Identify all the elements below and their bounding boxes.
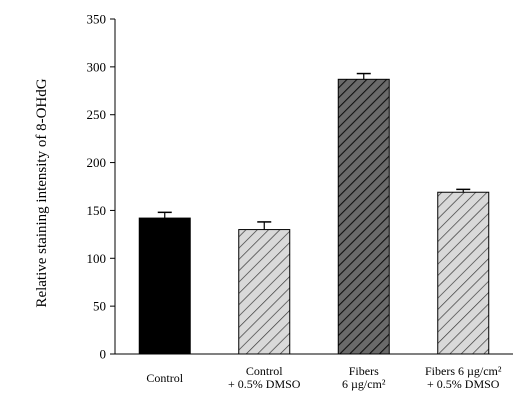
- bar: [238, 229, 291, 355]
- bars: [138, 78, 490, 355]
- y-tick-label: 50: [93, 299, 106, 314]
- bar: [337, 78, 390, 355]
- y-tick-label: 100: [87, 251, 107, 266]
- y-tick-label: 250: [87, 107, 107, 122]
- y-tick-label: 150: [87, 203, 107, 218]
- error-bars: [157, 72, 471, 230]
- y-tick-label: 350: [87, 12, 107, 27]
- y-axis-ticks: 0 50 100 150 200 250 300 350: [87, 12, 115, 362]
- bar: [437, 191, 490, 355]
- category-label: Fibers 6 µg/cm² + 0.5% DMSO: [425, 364, 502, 391]
- y-tick-label: 300: [87, 59, 107, 74]
- category-label: Fibers 6 µg/cm²: [342, 364, 386, 391]
- y-tick-label: 0: [100, 347, 107, 362]
- y-tick-label: 200: [87, 155, 107, 170]
- y-axis-title: Relative staining intensity of 8-OHdG: [34, 78, 50, 307]
- category-labels: Control Control + 0.5% DMSO Fibers 6 µg/cm² F…: [146, 364, 501, 391]
- category-label: Control + 0.5% DMSO: [228, 364, 301, 391]
- bar: [138, 217, 191, 355]
- category-label: Control: [146, 371, 183, 385]
